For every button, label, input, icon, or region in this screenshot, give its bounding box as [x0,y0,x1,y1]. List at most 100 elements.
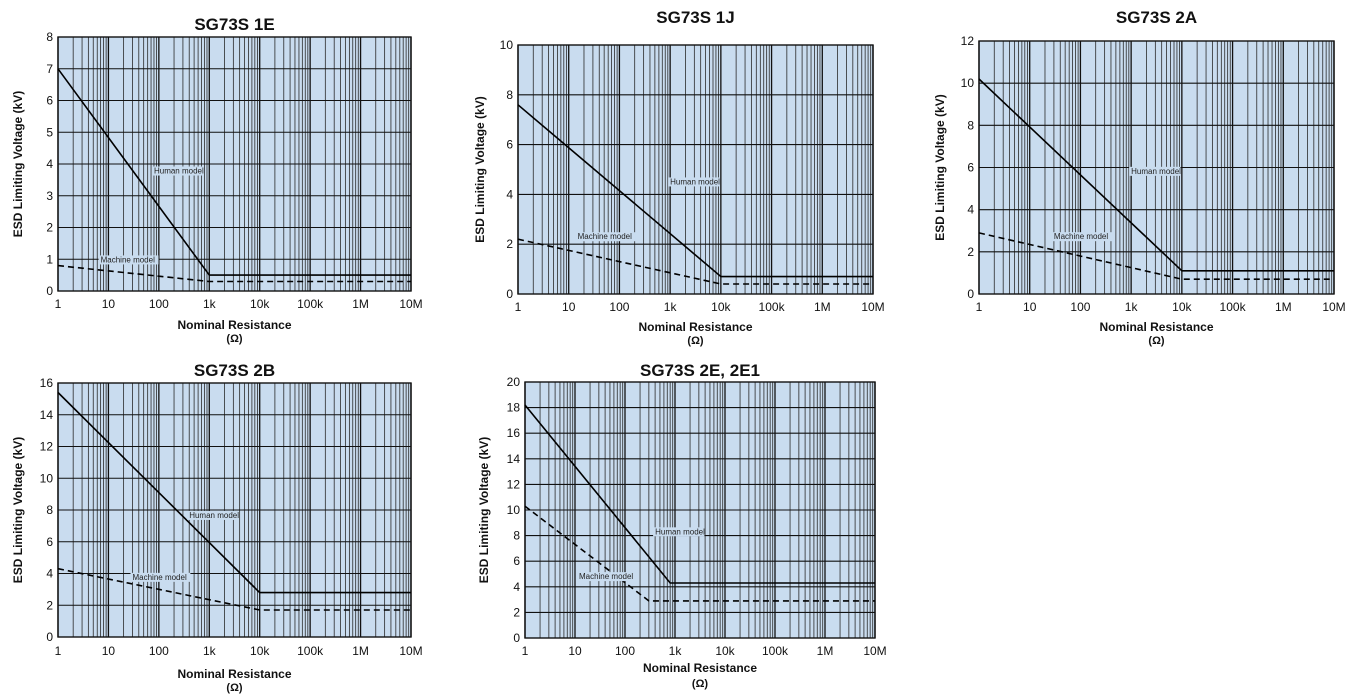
sg73s-2b-annotation-label: Machine model [132,573,186,582]
sg73s-1e-annotation: Machine model [98,255,159,265]
chart-sg73s-1j: Human model Machine model SG73S 1J 1 10 100 1k… [468,0,898,352]
sg73s-1j-x-tick-label: 100k [759,300,786,314]
sg73s-2b-x-tick-label: 10M [399,644,422,658]
sg73s-1e-y-tick-label: 5 [46,125,53,139]
sg73s-2a-y-tick-label: 8 [967,118,974,132]
sg73s-1e-x-tick-label: 1 [55,297,62,311]
sg73s-2b-y-tick-label: 2 [46,598,53,612]
sg73s-1e-x-axis-unit: (Ω) [226,333,242,345]
sg73s-2e-2e1-x-tick-label: 10k [715,644,735,658]
sg73s-2b-x-tick-label: 10k [250,644,270,658]
sg73s-2e-2e1-y-tick-label: 8 [513,529,520,543]
sg73s-1e-chart-title: SG73S 1E [194,15,274,34]
sg73s-1j-x-tick-label: 1M [814,300,831,314]
sg73s-2a-y-tick-label: 6 [967,161,974,175]
sg73s-2e-2e1-y-tick-label: 12 [507,477,521,491]
sg73s-1j-y-tick-label: 8 [506,88,513,102]
sg73s-2a-annotation-label: Human model [1131,167,1181,176]
sg73s-1e-x-tick-label: 1k [203,297,217,311]
sg73s-1j-y-tick-label: 0 [506,287,513,301]
sg73s-2e-2e1-y-tick-label: 4 [513,580,520,594]
sg73s-2e-2e1-x-axis-label: Nominal Resistance [643,661,757,675]
chart-sg73s-2e-2e1: Human model Machine model SG73S 2E, 2E1 1 10… [470,352,900,694]
sg73s-2a-frame [978,40,1335,295]
sg73s-2a-x-tick-label: 10M [1322,300,1345,314]
sg73s-2b-y-tick-label: 10 [40,471,54,485]
sg73s-2b-x-tick-label: 100k [297,644,324,658]
sg73s-2e-2e1-series-machine-model [524,505,875,602]
sg73s-1j-x-tick-label: 10M [861,300,884,314]
sg73s-2a-y-tick-label: 12 [961,34,975,48]
sg73s-1j-annotation: Machine model [575,232,636,242]
sg73s-2a-annotation: Human model [1129,166,1181,176]
sg73s-1e-y-tick-label: 4 [46,157,53,171]
sg73s-2a-annotation-label: Machine model [1054,232,1108,241]
sg73s-1e-x-tick-label: 10M [399,297,422,311]
sg73s-1j-y-tick-label: 10 [500,38,514,52]
sg73s-1e-series-machine-model [57,264,411,283]
sg73s-1e-x-tick-label: 100k [297,297,324,311]
sg73s-1j-annotation: Human model [668,177,720,187]
sg73s-1e-x-tick-label: 1M [352,297,369,311]
sg73s-2b-x-tick-label: 1 [55,644,62,658]
sg73s-1e-annotation: Human model [151,166,204,176]
sg73s-2e-2e1-y-tick-label: 16 [507,426,521,440]
sg73s-1j-x-tick-label: 100 [609,300,629,314]
sg73s-2a-x-tick-label: 1 [976,300,983,314]
sg73s-1j-y-tick-label: 4 [506,187,513,201]
sg73s-2b-series-human-model [57,391,411,594]
sg73s-1e-y-tick-label: 3 [46,189,53,203]
sg73s-2b-y-tick-label: 14 [40,408,54,422]
sg73s-2e-2e1-annotation: Machine model [576,572,637,582]
sg73s-1j-x-axis-label: Nominal Resistance [638,320,752,334]
sg73s-2e-2e1-x-tick-label: 100 [615,644,635,658]
sg73s-1j-x-tick-label: 10k [711,300,731,314]
sg73s-2b-x-tick-label: 100 [149,644,169,658]
sg73s-2a-x-axis-unit: (Ω) [1148,335,1164,347]
sg73s-1j-x-axis-unit: (Ω) [687,335,703,347]
sg73s-2a-x-tick-label: 100 [1070,300,1090,314]
sg73s-2a-y-axis-label: ESD Limiting Voltage (kV) [933,94,947,240]
chart-sg73s-1e: Human model Machine model SG73S 1E 1 10 100 1k… [0,0,430,352]
sg73s-2e-2e1-x-tick-label: 10M [863,644,886,658]
sg73s-2e-2e1-y-tick-label: 2 [513,605,520,619]
sg73s-2b-grid [57,382,412,638]
sg73s-2b-x-axis-label: Nominal Resistance [177,667,291,681]
sg73s-2b-annotation: Machine model [130,572,191,582]
sg73s-2e-2e1-y-tick-label: 6 [513,554,520,568]
sg73s-1j-x-tick-label: 1 [515,300,522,314]
sg73s-1j-chart-title: SG73S 1J [656,8,734,27]
sg73s-2a-chart-title: SG73S 2A [1116,8,1197,27]
sg73s-2e-2e1-x-axis-unit: (Ω) [692,678,708,690]
chart-sg73s-2a: Human model Machine model SG73S 2A 1 10 100 1k… [928,0,1348,352]
sg73s-1e-x-tick-label: 100 [149,297,169,311]
sg73s-2b-y-tick-label: 4 [46,567,53,581]
sg73s-1j-y-tick-label: 6 [506,138,513,152]
chart-sg73s-2b: Human model Machine model SG73S 2B 1 10 100 1k… [0,352,430,694]
sg73s-1e-annotation-label: Machine model [101,255,155,264]
sg73s-2b-chart-title: SG73S 2B [194,361,275,380]
sg73s-2a-x-tick-label: 1M [1275,300,1292,314]
sg73s-2b-x-tick-label: 10 [102,644,116,658]
sg73s-2b-frame [57,382,412,638]
sg73s-1e-y-tick-label: 6 [46,94,53,108]
sg73s-2e-2e1-annotation: Human model [653,527,705,537]
sg73s-2a-x-tick-label: 100k [1220,300,1247,314]
sg73s-1e-x-axis-label: Nominal Resistance [177,318,291,332]
sg73s-2b-y-tick-label: 16 [40,376,54,390]
sg73s-2e-2e1-y-tick-label: 18 [507,401,521,415]
sg73s-2a-x-tick-label: 1k [1125,300,1139,314]
sg73s-1e-y-tick-label: 0 [46,284,53,298]
sg73s-1j-series-human-model [517,104,873,278]
sg73s-1j-x-tick-label: 1k [664,300,678,314]
sg73s-2b-y-tick-label: 8 [46,503,53,517]
sg73s-1e-series-human-model [57,68,411,276]
sg73s-1j-y-tick-label: 2 [506,237,513,251]
sg73s-2a-x-axis-label: Nominal Resistance [1099,320,1213,334]
sg73s-2b-series-machine-model [57,567,411,611]
sg73s-2b-x-tick-label: 1M [352,644,369,658]
sg73s-2a-y-tick-label: 0 [967,287,974,301]
sg73s-1e-y-tick-label: 7 [46,62,53,76]
sg73s-2a-annotation: Machine model [1051,232,1112,242]
sg73s-1j-annotation-label: Human model [670,177,720,186]
